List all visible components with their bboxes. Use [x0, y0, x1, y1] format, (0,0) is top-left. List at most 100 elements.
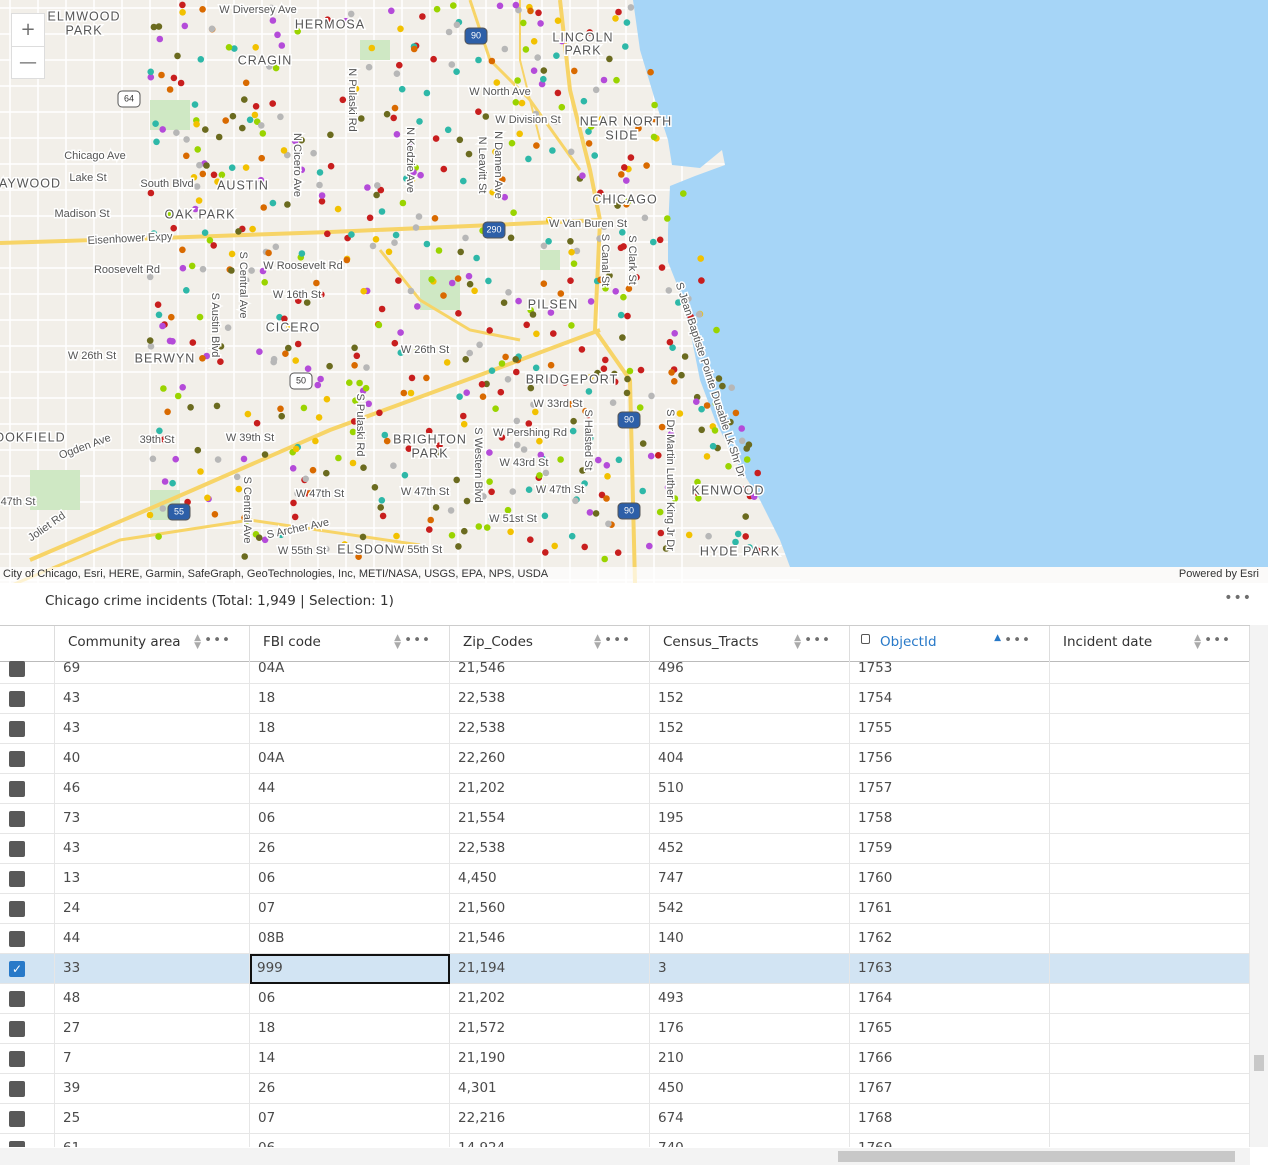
row-checkbox[interactable]	[9, 871, 25, 887]
table-cell[interactable]: 1755	[850, 714, 1050, 744]
column-header[interactable]: Community area ▲ ▼ •••	[55, 626, 250, 661]
table-cell[interactable]: 1759	[850, 834, 1050, 864]
table-cell[interactable]: 1768	[850, 1104, 1050, 1134]
table-cell[interactable]: 43	[55, 684, 250, 714]
table-cell[interactable]: 06	[250, 864, 450, 894]
table-cell[interactable]: 452	[650, 834, 850, 864]
table-row[interactable]: 40 04A 22,260 404 1756	[0, 744, 1250, 774]
table-cell[interactable]: 21,572	[450, 1014, 650, 1044]
row-checkbox[interactable]: ✓	[9, 961, 25, 977]
table-cell[interactable]: 06	[250, 804, 450, 834]
table-cell[interactable]: 08B	[250, 924, 450, 954]
table-cell[interactable]: 1756	[850, 744, 1050, 774]
table-cell[interactable]: 21,560	[450, 894, 650, 924]
table-row[interactable]: 13 06 4,450 747 1760	[0, 864, 1250, 894]
table-cell[interactable]: 210	[650, 1044, 850, 1074]
table-cell[interactable]: 496	[650, 661, 850, 684]
table-cell[interactable]: 18	[250, 714, 450, 744]
table-cell[interactable]: 43	[55, 714, 250, 744]
row-checkbox[interactable]	[9, 721, 25, 737]
table-cell[interactable]: 73	[55, 804, 250, 834]
table-cell[interactable]: 747	[650, 864, 850, 894]
table-cell[interactable]: 999	[250, 954, 450, 984]
table-cell[interactable]: 1765	[850, 1014, 1050, 1044]
table-cell[interactable]: 1769	[850, 1134, 1050, 1147]
table-cell[interactable]: 1762	[850, 924, 1050, 954]
vertical-scrollbar[interactable]	[1250, 625, 1268, 1147]
table-cell[interactable]: 14,924	[450, 1134, 650, 1147]
table-cell[interactable]	[1050, 894, 1250, 924]
table-cell[interactable]: 1757	[850, 774, 1050, 804]
column-header[interactable]: Census_Tracts ▲ ▼ •••	[650, 626, 850, 661]
row-checkbox[interactable]	[9, 931, 25, 947]
table-row[interactable]: 24 07 21,560 542 1761	[0, 894, 1250, 924]
row-checkbox[interactable]	[9, 1141, 25, 1147]
table-row[interactable]: 7 14 21,190 210 1766	[0, 1044, 1250, 1074]
table-cell[interactable]: 21,546	[450, 661, 650, 684]
sort-icon[interactable]: ▲ ▼	[194, 633, 201, 651]
table-cell[interactable]: 542	[650, 894, 850, 924]
sort-icon[interactable]: ▲ ▼	[794, 633, 801, 651]
table-cell[interactable]: 1764	[850, 984, 1050, 1014]
table-row[interactable]: 44 08B 21,546 140 1762	[0, 924, 1250, 954]
row-checkbox[interactable]	[9, 1021, 25, 1037]
table-cell[interactable]: 450	[650, 1074, 850, 1104]
column-header[interactable]: Incident date ▲ ▼ •••	[1050, 626, 1250, 661]
table-cell[interactable]: 07	[250, 894, 450, 924]
sort-icon[interactable]: ▲ ▼	[594, 633, 601, 651]
table-cell[interactable]: 21,202	[450, 774, 650, 804]
table-cell[interactable]: 44	[55, 924, 250, 954]
table-cell[interactable]	[1050, 1074, 1250, 1104]
table-cell[interactable]: 176	[650, 1014, 850, 1044]
table-row[interactable]: ✓ 33 999 21,194 3 1763	[0, 954, 1250, 984]
column-header[interactable]: FBI code ▲ ▼ •••	[250, 626, 450, 661]
table-cell[interactable]	[1050, 661, 1250, 684]
table-cell[interactable]: 06	[250, 1134, 450, 1147]
table-cell[interactable]: 61	[55, 1134, 250, 1147]
table-cell[interactable]: 40	[55, 744, 250, 774]
table-cell[interactable]: 1763	[850, 954, 1050, 984]
table-cell[interactable]	[1050, 804, 1250, 834]
table-row[interactable]: 48 06 21,202 493 1764	[0, 984, 1250, 1014]
table-cell[interactable]: 04A	[250, 744, 450, 774]
table-cell[interactable]: 33	[55, 954, 250, 984]
row-checkbox[interactable]	[9, 991, 25, 1007]
row-checkbox[interactable]	[9, 811, 25, 827]
table-cell[interactable]: 195	[650, 804, 850, 834]
table-cell[interactable]	[1050, 714, 1250, 744]
column-menu[interactable]: •••	[804, 632, 831, 648]
column-menu[interactable]: •••	[204, 632, 231, 648]
table-cell[interactable]: 404	[650, 744, 850, 774]
table-cell[interactable]: 22,260	[450, 744, 650, 774]
table-cell[interactable]: 18	[250, 1014, 450, 1044]
table-cell[interactable]: 4,301	[450, 1074, 650, 1104]
table-cell[interactable]: 740	[650, 1134, 850, 1147]
sort-icon[interactable]: ▲ ▼	[1194, 633, 1201, 651]
table-cell[interactable]: 1754	[850, 684, 1050, 714]
table-cell[interactable]: 1761	[850, 894, 1050, 924]
table-cell[interactable]: 152	[650, 714, 850, 744]
table-cell[interactable]: 14	[250, 1044, 450, 1074]
table-cell[interactable]: 4,450	[450, 864, 650, 894]
table-row[interactable]: 25 07 22,216 674 1768	[0, 1104, 1250, 1134]
table-cell[interactable]: 04A	[250, 661, 450, 684]
table-cell[interactable]: 48	[55, 984, 250, 1014]
column-menu[interactable]: •••	[1204, 632, 1231, 648]
table-cell[interactable]: 152	[650, 684, 850, 714]
column-header[interactable]: Zip_Codes ▲ ▼ •••	[450, 626, 650, 661]
table-cell[interactable]: 69	[55, 661, 250, 684]
row-checkbox[interactable]	[9, 841, 25, 857]
row-checkbox[interactable]	[9, 1081, 25, 1097]
table-cell[interactable]	[1050, 864, 1250, 894]
row-checkbox[interactable]	[9, 661, 25, 677]
table-cell[interactable]: 3	[650, 954, 850, 984]
table-cell[interactable]: 25	[55, 1104, 250, 1134]
table-cell[interactable]	[1050, 1134, 1250, 1147]
row-checkbox[interactable]	[9, 691, 25, 707]
table-row[interactable]: 39 26 4,301 450 1767	[0, 1074, 1250, 1104]
table-cell[interactable]	[1050, 954, 1250, 984]
table-cell[interactable]: 22,216	[450, 1104, 650, 1134]
table-cell[interactable]: 21,554	[450, 804, 650, 834]
table-menu[interactable]: •••	[1224, 590, 1252, 606]
